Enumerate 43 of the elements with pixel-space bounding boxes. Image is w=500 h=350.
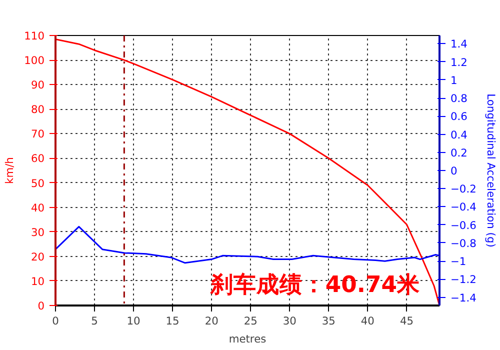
- y2-axis-title: Longitudinal Acceleration (g): [484, 94, 498, 248]
- x-axis-title: metres: [228, 332, 267, 346]
- y2-tick-label: −0.6: [450, 218, 477, 232]
- x-tick-label: 15: [166, 314, 180, 328]
- y2-tick-label: −1: [450, 255, 466, 268]
- y2-tick-label: 1: [450, 74, 458, 87]
- y-tick-label: 80: [30, 103, 45, 116]
- y2-tick-label: 0.4: [450, 128, 468, 142]
- y-tick-label: 20: [30, 250, 45, 264]
- y-tick-label: 10: [30, 274, 45, 288]
- y2-tick-label: −1.2: [450, 273, 476, 286]
- line-series: [56, 38, 440, 306]
- x-tick-label: 10: [126, 314, 141, 328]
- x-tick-label: 40: [360, 314, 375, 328]
- annotation: 刹车成绩：40.74米: [209, 272, 420, 298]
- x-tick-label: 5: [91, 314, 98, 328]
- y-tick-label: 40: [30, 201, 45, 214]
- y2-tick-label: 0.8: [450, 92, 468, 106]
- y2-tick-label: −0.8: [450, 236, 477, 250]
- x-tick-label: 20: [204, 314, 219, 328]
- y-tick-label: 0: [38, 300, 45, 312]
- y2-tick-label: 0: [450, 164, 458, 178]
- line-series: [56, 226, 440, 264]
- x-tick-label: 0: [52, 314, 60, 328]
- y-tick-label: 100: [24, 54, 45, 68]
- x-tick-label: 30: [282, 314, 297, 328]
- y2-tick-label: −0.4: [450, 200, 477, 214]
- y2-tick-label: 0.2: [450, 146, 468, 160]
- y2-tick-label: 1.2: [450, 56, 468, 69]
- x-tick-label: 35: [322, 314, 336, 328]
- y-tick-label: 30: [30, 226, 45, 239]
- y-tick-label: 90: [30, 78, 45, 92]
- y2-tick-label: −1.4: [450, 291, 477, 304]
- y-tick-label: 60: [30, 152, 45, 166]
- y-axis-title: km/h: [3, 157, 16, 184]
- y2-tick-label: −0.2: [450, 182, 476, 196]
- x-tick-label: 45: [400, 314, 414, 328]
- y-tick-label: 70: [30, 128, 45, 141]
- y-tick-label: 50: [30, 176, 45, 190]
- y2-tick-label: 0.6: [450, 110, 468, 124]
- x-tick-label: 25: [244, 314, 258, 328]
- y-tick-label: 110: [24, 30, 45, 42]
- y2-tick-label: 1.4: [450, 38, 468, 51]
